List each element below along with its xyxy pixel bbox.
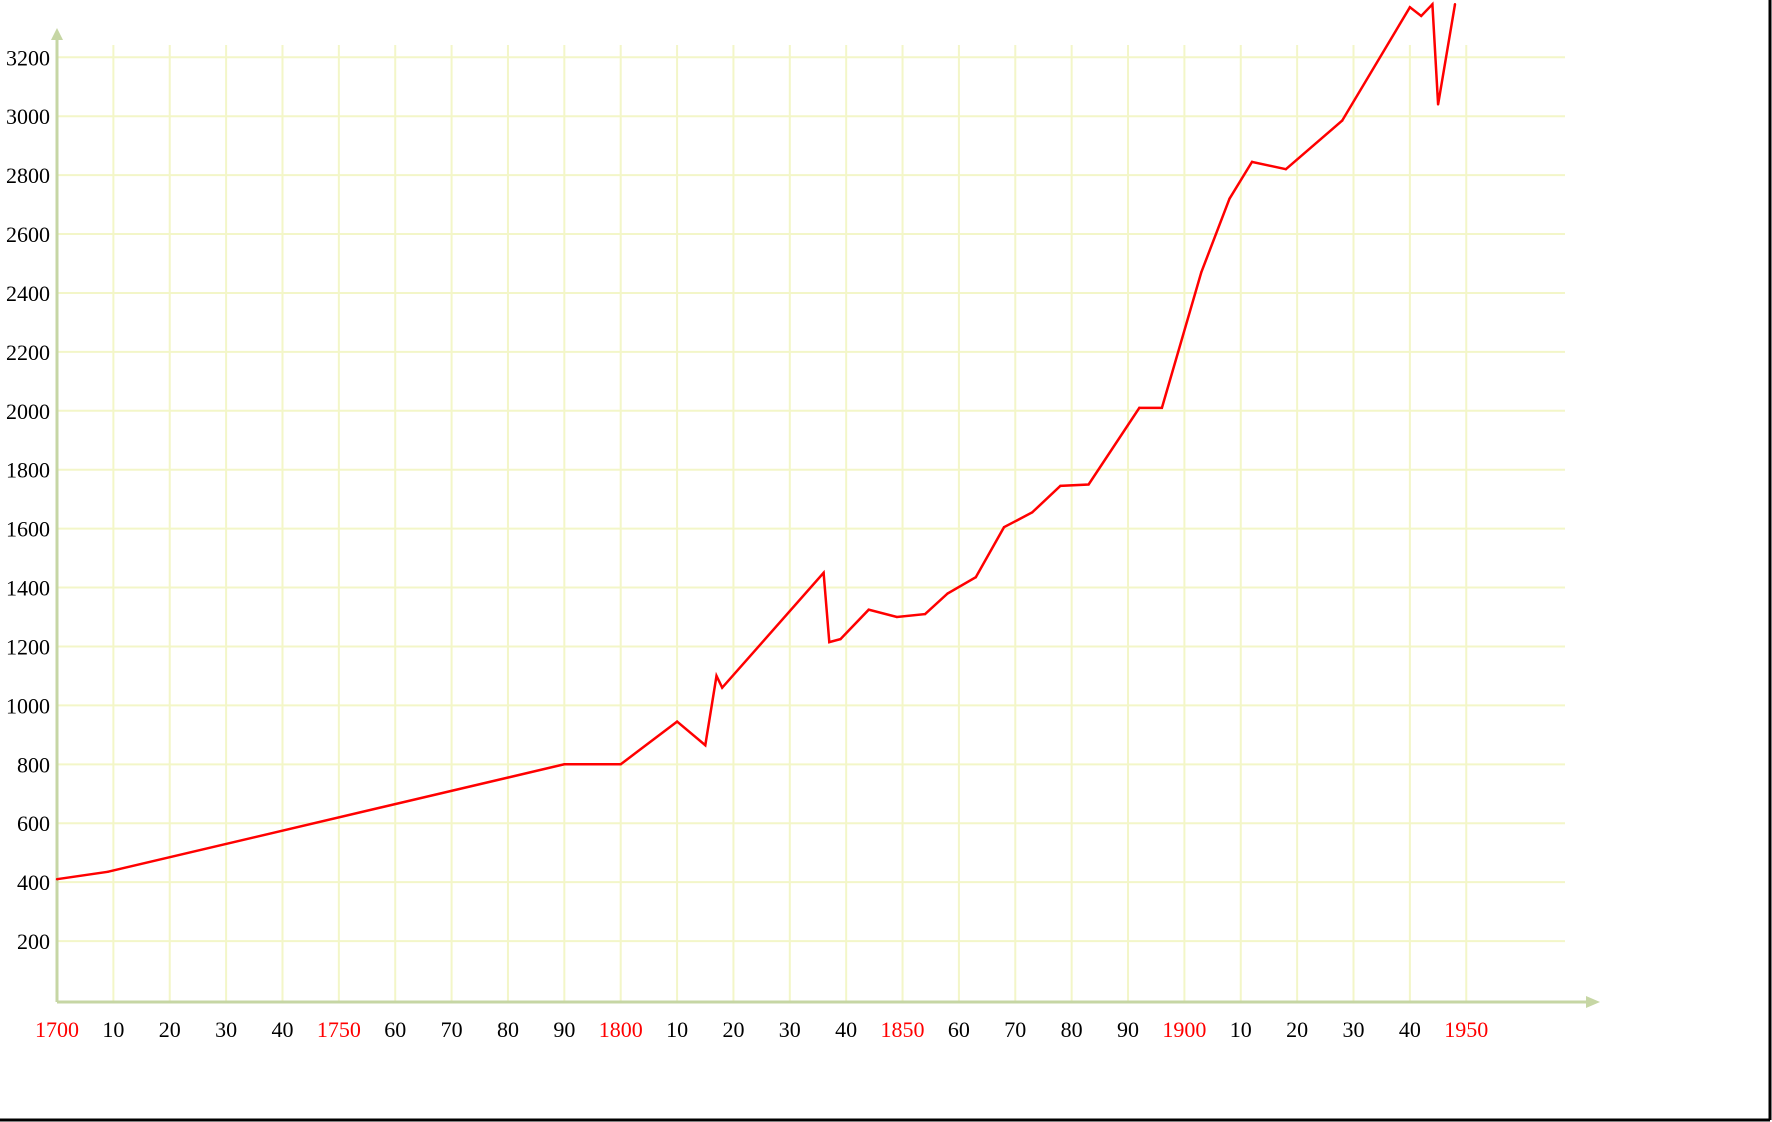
data-point (1059, 484, 1062, 488)
y-tick-label: 2200 (6, 340, 50, 365)
data-point (715, 674, 718, 678)
x-tick-label: 90 (1117, 1017, 1139, 1042)
y-tick-label: 2000 (6, 399, 50, 424)
y-tick-label: 2800 (6, 163, 50, 188)
data-point (1200, 271, 1203, 274)
y-tick-label: 2400 (6, 281, 50, 306)
data-point (974, 576, 978, 579)
x-tick-label: 20 (722, 1017, 744, 1042)
x-tick-label: 80 (497, 1017, 519, 1042)
x-tick-label: 60 (384, 1017, 406, 1042)
x-tick-label: 40 (835, 1017, 857, 1042)
data-point (923, 612, 927, 616)
y-tick-label: 1400 (6, 576, 50, 601)
x-tick-label: 30 (215, 1017, 237, 1042)
x-tick-label: 10 (666, 1017, 688, 1042)
data-point (1431, 3, 1434, 6)
data-point (839, 637, 842, 641)
data-point (1031, 511, 1034, 514)
data-point (895, 615, 899, 619)
y-tick-label: 200 (17, 929, 50, 954)
data-point (1228, 197, 1231, 200)
y-tick-label: 1000 (6, 693, 50, 718)
x-tick-label: 1750 (317, 1017, 361, 1042)
data-point (1341, 119, 1344, 122)
y-tick-label: 1800 (6, 458, 50, 483)
x-axis-arrow-icon (1586, 996, 1600, 1008)
x-tick-label: 1850 (881, 1017, 925, 1042)
data-point (1160, 406, 1164, 410)
data-point (1284, 168, 1288, 171)
y-tick-label: 400 (17, 870, 50, 895)
x-tick-label: 1900 (1162, 1017, 1206, 1042)
data-point (1436, 103, 1440, 106)
x-tick-label: 40 (271, 1017, 293, 1042)
data-point (704, 743, 707, 747)
data-point (619, 763, 622, 766)
data-point (55, 878, 59, 881)
data-point (946, 592, 949, 595)
data-point (563, 763, 566, 766)
y-tick-label: 1200 (6, 634, 50, 659)
x-tick-label: 20 (159, 1017, 181, 1042)
x-tick-label: 20 (1286, 1017, 1308, 1042)
data-point (1002, 525, 1006, 529)
x-tick-label: 1950 (1444, 1017, 1488, 1042)
data-point (106, 870, 109, 874)
y-tick-label: 3200 (6, 45, 50, 70)
y-tick-label: 800 (17, 752, 50, 777)
data-point (720, 686, 724, 689)
x-tick-label: 1700 (35, 1017, 79, 1042)
data-point (1419, 14, 1423, 18)
data-point (1250, 160, 1254, 164)
series-line (56, 1, 1457, 881)
x-tick-label: 80 (1061, 1017, 1083, 1042)
x-tick-label: 10 (1230, 1017, 1252, 1042)
y-tick-label: 3000 (6, 104, 50, 129)
x-tick-label: 40 (1399, 1017, 1421, 1042)
data-point (1453, 3, 1457, 6)
x-tick-label: 30 (1343, 1017, 1365, 1042)
x-tick-label: 10 (102, 1017, 124, 1042)
data-point (822, 571, 825, 575)
x-tick-label: 70 (441, 1017, 463, 1042)
data-point (675, 720, 679, 723)
y-tick-label: 600 (17, 811, 50, 836)
y-axis-arrow-icon (51, 28, 63, 40)
x-tick-label: 60 (948, 1017, 970, 1042)
x-tick-label: 1800 (599, 1017, 643, 1042)
data-point (828, 640, 831, 644)
x-tick-label: 90 (553, 1017, 575, 1042)
data-point (867, 608, 870, 611)
data-point (1138, 406, 1141, 410)
x-tick-label: 30 (779, 1017, 801, 1042)
data-point (1087, 483, 1090, 486)
y-tick-label: 1600 (6, 517, 50, 542)
y-tick-label: 2600 (6, 222, 50, 247)
data-point (1408, 5, 1412, 9)
x-tick-label: 70 (1004, 1017, 1026, 1042)
